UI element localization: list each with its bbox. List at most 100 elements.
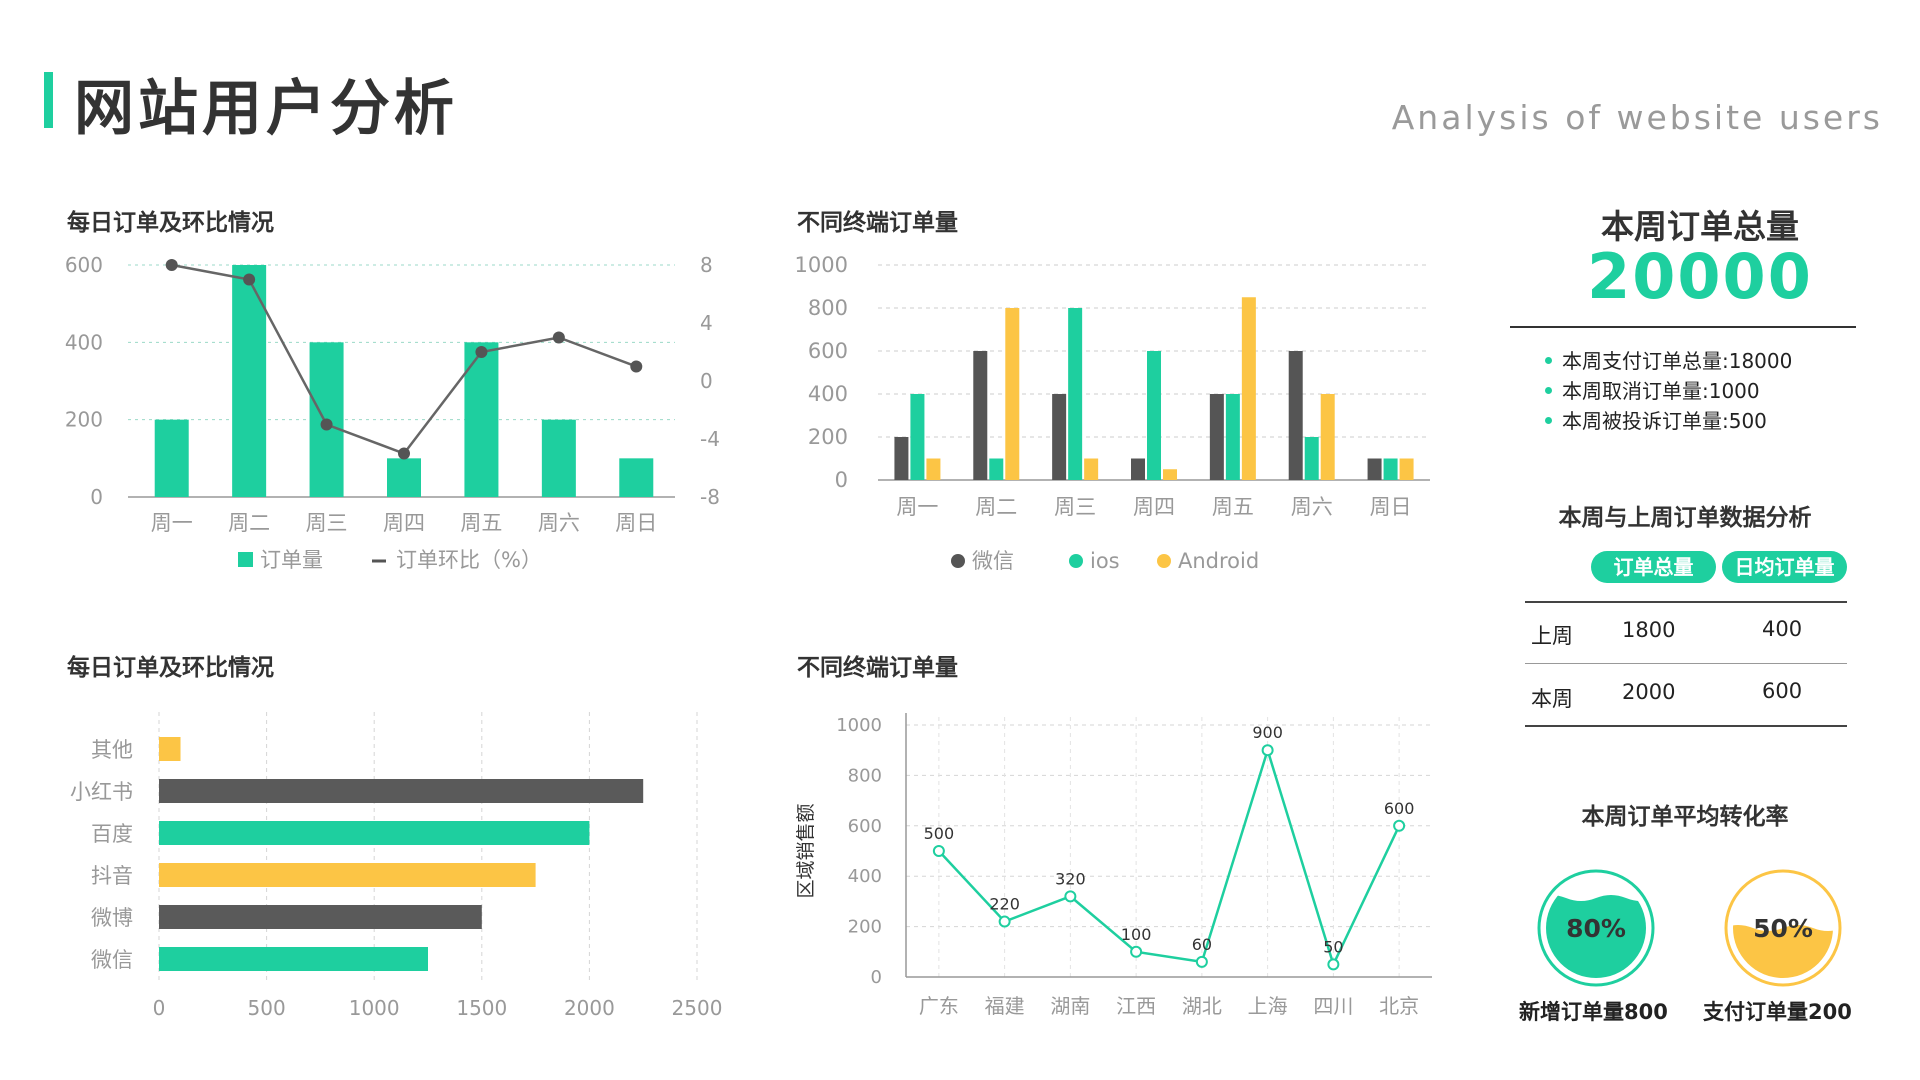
conversion-gauges: 80% 50% xyxy=(1537,869,1842,987)
x-tick-label: 北京 xyxy=(1379,994,1419,1018)
bar xyxy=(154,419,189,497)
y-tick-label: 600 xyxy=(848,816,882,837)
bar-ios xyxy=(910,394,925,480)
hbar xyxy=(159,905,482,929)
bar-微信 xyxy=(1131,458,1145,480)
y2-tick-label: 8 xyxy=(700,253,713,277)
data-label: 50 xyxy=(1323,937,1343,956)
summary-cancelled-orders: 本周取消订单量:1000 xyxy=(1545,376,1792,406)
x-tick-label: 周三 xyxy=(306,511,348,535)
gauge-new-orders-caption: 新增订单量800 xyxy=(1519,1000,1668,1024)
x-tick-label: 周六 xyxy=(538,511,580,535)
conversion-rate-title: 本周订单平均转化率 xyxy=(1581,804,1789,830)
y-tick-label: 800 xyxy=(848,765,882,786)
x-tick-label: 周五 xyxy=(1212,495,1254,519)
legend-label: 微信 xyxy=(972,549,1014,573)
y2-tick-label: 4 xyxy=(700,311,713,335)
y-tick-label: 400 xyxy=(808,382,848,406)
y-tick-label: 1000 xyxy=(836,715,882,736)
line-point xyxy=(165,259,178,271)
x-tick-label: 周五 xyxy=(460,511,502,535)
y-tick-label: 400 xyxy=(848,866,882,887)
bar-微信 xyxy=(1288,351,1303,480)
x-tick-label: 湖南 xyxy=(1050,994,1090,1018)
x-tick-label: 1500 xyxy=(456,996,507,1020)
line-point xyxy=(932,845,945,857)
bar-ios xyxy=(1147,351,1161,480)
line-point xyxy=(320,418,333,431)
y-tick-label: 0 xyxy=(871,967,882,988)
y2-tick-label: -8 xyxy=(700,485,720,509)
hbar xyxy=(159,947,428,971)
hbar xyxy=(159,863,536,887)
line-point xyxy=(998,915,1011,928)
legend-dot xyxy=(951,554,965,568)
y-tick-label: 200 xyxy=(65,408,103,432)
y-tick-label: 0 xyxy=(835,468,848,492)
bar-ios xyxy=(989,458,1004,480)
row-last-week-total: 1800 xyxy=(1622,618,1676,642)
header-total-orders: 订单总量 xyxy=(1591,551,1716,583)
summary-complaint-orders: 本周被投诉订单量:500 xyxy=(1545,406,1792,436)
x-tick-label: 2500 xyxy=(672,996,723,1020)
summary-paid-orders: 本周支付订单总量:18000 xyxy=(1545,346,1792,376)
y-tick-label: 百度 xyxy=(91,822,133,846)
y-tick-label: 0 xyxy=(90,485,103,509)
legend-label-bar: 订单量 xyxy=(260,548,323,572)
bar-android xyxy=(1399,458,1414,480)
x-tick-label: 江西 xyxy=(1116,994,1156,1018)
x-tick-label: 上海 xyxy=(1248,994,1288,1018)
gauge-percent-label: 50% xyxy=(1753,914,1813,943)
legend-dot xyxy=(1157,554,1171,568)
row-this-week-total: 2000 xyxy=(1622,680,1676,704)
x-tick-label: 周一 xyxy=(151,511,193,535)
y-tick-label: 1000 xyxy=(795,253,848,277)
y-tick-label: 200 xyxy=(808,425,848,449)
bar-ios xyxy=(1225,394,1240,480)
x-tick-label: 0 xyxy=(153,996,166,1020)
bar-android xyxy=(1005,308,1020,480)
bar xyxy=(619,458,654,497)
gauge-paid-orders-caption: 支付订单量200 xyxy=(1703,1000,1852,1024)
legend-label: Android xyxy=(1178,549,1259,573)
weekly-summary-list: 本周支付订单总量:18000 本周取消订单量:1000 本周被投诉订单量:500 xyxy=(1545,346,1792,436)
bar xyxy=(232,265,267,497)
line-point xyxy=(1195,955,1208,968)
bar-微信 xyxy=(1052,394,1067,480)
x-tick-label: 周一 xyxy=(896,495,938,519)
bar xyxy=(541,419,576,497)
data-label: 900 xyxy=(1252,723,1283,742)
page-subtitle: Analysis of website users xyxy=(1391,98,1883,137)
gauge-fill xyxy=(1546,895,1646,978)
x-tick-label: 周三 xyxy=(1054,495,1096,519)
gauge-ring xyxy=(1537,869,1655,987)
weekly-total-divider xyxy=(1510,326,1856,328)
table-mid-rule xyxy=(1525,663,1847,664)
data-label: 100 xyxy=(1121,925,1152,944)
bar-微信 xyxy=(894,437,909,480)
bar-ios xyxy=(1383,458,1398,480)
terminal-orders-title: 不同终端订单量 xyxy=(797,210,958,236)
y-tick-label: 小红书 xyxy=(70,780,133,804)
bar-ios xyxy=(1068,308,1083,480)
y-tick-label: 200 xyxy=(848,917,882,938)
y-tick-label: 800 xyxy=(808,296,848,320)
x-tick-label: 周四 xyxy=(1133,495,1175,519)
row-this-week-label: 本周 xyxy=(1531,687,1573,711)
x-tick-label: 周二 xyxy=(975,495,1017,519)
bar xyxy=(387,458,421,497)
x-tick-label: 周六 xyxy=(1291,495,1333,519)
y2-tick-label: -4 xyxy=(700,427,720,451)
gauge-percent-label: 80% xyxy=(1566,914,1626,943)
line-point xyxy=(243,273,256,286)
weekly-total-value: 20000 xyxy=(1587,240,1813,313)
x-tick-label: 周四 xyxy=(383,511,425,535)
row-last-week-label: 上周 xyxy=(1531,624,1573,648)
x-tick-label: 1000 xyxy=(349,996,400,1020)
channel-orders-title: 每日订单及环比情况 xyxy=(67,655,274,681)
region-sales-title: 不同终端订单量 xyxy=(797,655,958,681)
x-tick-label: 湖北 xyxy=(1182,994,1222,1018)
legend-label-line: 订单环比（%） xyxy=(396,548,542,572)
hbar xyxy=(159,737,181,761)
